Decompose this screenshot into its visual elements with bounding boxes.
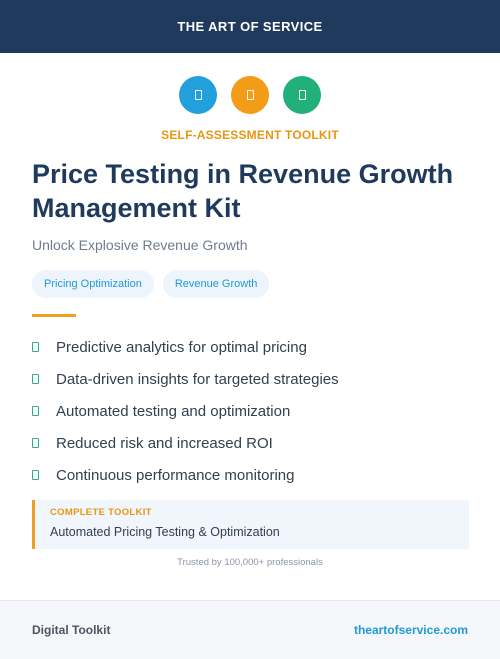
footer: Digital Toolkit theartofservice.com xyxy=(0,600,500,659)
tag-pricing-optimization: Pricing Optimization xyxy=(32,270,154,298)
callout-text: Automated Pricing Testing & Optimization xyxy=(50,525,280,539)
tag-list: Pricing Optimization Revenue Growth xyxy=(32,270,270,298)
brand-name: THE ART OF SERVICE xyxy=(177,19,323,34)
green-circle-icon xyxy=(283,76,321,114)
feature-item: Predictive analytics for optimal pricing xyxy=(32,331,339,363)
feature-item: Reduced risk and increased ROI xyxy=(32,427,339,459)
callout-label: COMPLETE TOOLKIT xyxy=(50,507,152,518)
placeholder-glyph-icon xyxy=(298,90,306,100)
accent-divider xyxy=(32,314,76,317)
blue-circle-icon xyxy=(179,76,217,114)
footer-label: Digital Toolkit xyxy=(32,623,111,637)
kicker-label: SELF-ASSESSMENT TOOLKIT xyxy=(161,128,339,142)
orange-circle-icon xyxy=(231,76,269,114)
trust-note: Trusted by 100,000+ professionals xyxy=(177,557,323,568)
feature-text: Data-driven insights for targeted strate… xyxy=(56,370,339,388)
complete-toolkit-callout: COMPLETE TOOLKIT Automated Pricing Testi… xyxy=(32,500,469,549)
feature-item: Automated testing and optimization xyxy=(32,395,339,427)
page-title: Price Testing in Revenue Growth Manageme… xyxy=(32,159,454,223)
website-link[interactable]: theartofservice.com xyxy=(353,623,468,637)
top-banner: THE ART OF SERVICE xyxy=(0,0,500,53)
feature-text: Automated testing and optimization xyxy=(56,402,291,420)
check-icon xyxy=(32,342,39,352)
feature-text: Continuous performance monitoring xyxy=(56,466,295,484)
placeholder-glyph-icon xyxy=(246,90,254,100)
icon-row xyxy=(0,76,500,114)
check-icon xyxy=(32,374,39,384)
feature-list: Predictive analytics for optimal pricing… xyxy=(32,331,339,491)
check-icon xyxy=(32,438,39,448)
feature-item: Continuous performance monitoring xyxy=(32,459,339,491)
check-icon xyxy=(32,406,39,416)
placeholder-glyph-icon xyxy=(194,90,202,100)
feature-text: Reduced risk and increased ROI xyxy=(56,434,273,452)
check-icon xyxy=(32,470,39,480)
tag-revenue-growth: Revenue Growth xyxy=(162,270,270,298)
feature-item: Data-driven insights for targeted strate… xyxy=(32,363,339,395)
subtitle: Unlock Explosive Revenue Growth xyxy=(32,237,248,253)
feature-text: Predictive analytics for optimal pricing xyxy=(56,338,307,356)
